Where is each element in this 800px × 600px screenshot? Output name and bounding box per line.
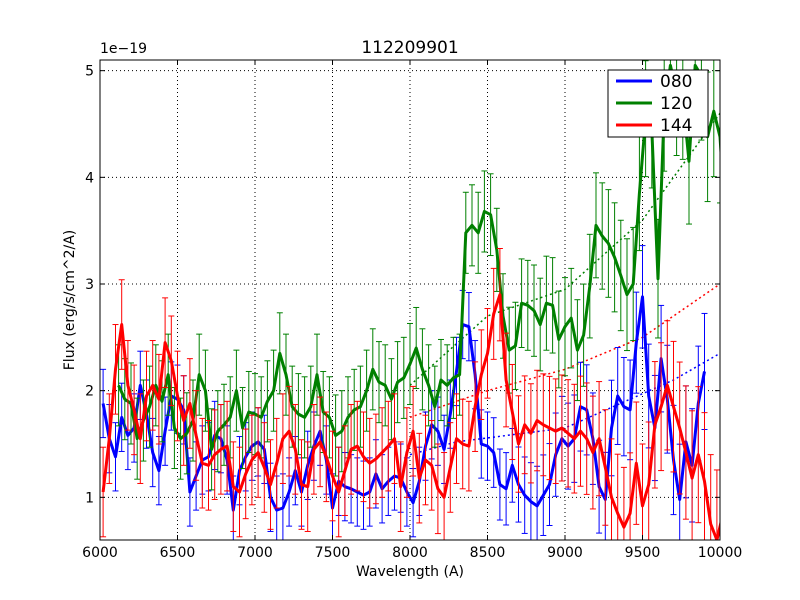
x-tick-label-10000: 10000 [698, 545, 743, 561]
legend-label-080: 080 [660, 72, 692, 92]
x-tick-label-6500: 6500 [160, 545, 196, 561]
series-line-120 [117, 63, 720, 451]
y-offset-text: 1e−19 [100, 41, 147, 57]
x-tick-label-8000: 8000 [392, 545, 428, 561]
x-tick-label-9500: 9500 [625, 545, 661, 561]
series-120 [115, 60, 720, 491]
legend-label-120: 120 [660, 94, 692, 114]
series-line-080 [101, 295, 706, 512]
x-tick-label-8500: 8500 [470, 545, 506, 561]
ticks: 6000 6500 7000 7500 8000 8500 9000 9500 10000 1 2 3… [82, 60, 742, 561]
y-tick-label-1: 1 [85, 490, 94, 506]
y-tick-label-3: 3 [85, 277, 94, 293]
chart-title: 112209901 [361, 38, 458, 58]
x-tick-label-7500: 7500 [315, 545, 351, 561]
legend-label-144: 144 [660, 116, 692, 136]
x-tick-label-9000: 9000 [547, 545, 583, 561]
y-axis-label: Flux (erg/s/cm^2/A) [62, 230, 78, 370]
data-layer [100, 60, 720, 540]
series-144 [100, 248, 720, 540]
x-tick-label-6000: 6000 [82, 545, 118, 561]
y-tick-label-5: 5 [85, 64, 94, 80]
legend: 080 120 144 [607, 69, 709, 138]
y-tick-label-4: 4 [85, 170, 94, 186]
series-clip-group [100, 60, 720, 540]
x-axis-label: Wavelength (A) [356, 564, 464, 580]
x-tick-label-7000: 7000 [237, 545, 273, 561]
series-line-144 [101, 293, 720, 540]
y-tick-label-2: 2 [85, 384, 94, 400]
